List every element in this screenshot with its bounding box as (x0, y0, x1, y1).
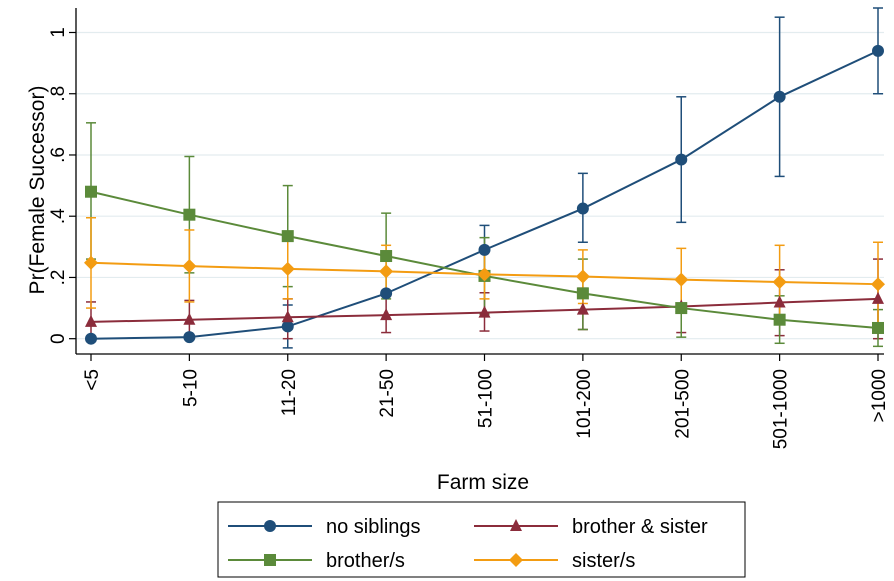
data-point (576, 287, 589, 300)
data-point (281, 230, 294, 243)
grid (76, 31, 884, 340)
x-tick-label: 501-1000 (771, 369, 792, 449)
data-point (183, 331, 196, 344)
data-point (872, 321, 884, 334)
data-point (575, 269, 590, 284)
legend-item: sister/s (474, 550, 635, 572)
data-point (872, 44, 884, 57)
data-point (183, 208, 196, 221)
data-point (478, 305, 491, 318)
x-tick-label: 101-200 (574, 369, 595, 439)
legend-marker (264, 520, 276, 532)
y-axis-label: Pr(Female Successor) (26, 86, 49, 295)
data-point (675, 302, 688, 315)
data-point (773, 313, 786, 326)
data-point (773, 90, 786, 103)
data-point (772, 275, 787, 290)
legend-item: no siblings (228, 516, 421, 538)
data-point (281, 320, 294, 333)
y-tick-label: 0 (48, 333, 69, 344)
y-tick-label: .2 (48, 270, 69, 286)
legend-label: brother & sister (572, 516, 708, 538)
legend-label: brother/s (326, 550, 405, 572)
legend-item: brother/s (228, 550, 405, 572)
y-axis: 0 .2 .4 .6 .8 1 (48, 8, 77, 354)
x-axis-label: Farm size (437, 471, 529, 494)
data-point (281, 310, 294, 323)
data-point (576, 202, 589, 215)
data-point (675, 153, 688, 166)
data-point (85, 185, 97, 198)
legend-marker (264, 554, 276, 566)
data-point (871, 277, 885, 292)
series-layer (84, 7, 885, 349)
data-point (674, 272, 689, 287)
y-tick-label: .4 (48, 208, 69, 224)
legend-label: no siblings (326, 516, 421, 538)
data-point (379, 264, 394, 279)
data-point (85, 314, 97, 327)
data-point (380, 250, 393, 263)
data-point (85, 332, 97, 345)
x-tick-label: 11-20 (279, 369, 300, 416)
x-tick-label: <5 (82, 369, 103, 391)
legend-box (217, 501, 746, 578)
x-tick-label: 201-500 (672, 369, 693, 439)
data-point (280, 261, 295, 276)
data-point (380, 287, 393, 300)
y-tick-label: .8 (48, 86, 69, 102)
data-point (84, 255, 98, 270)
legend-label: sister/s (572, 550, 635, 572)
data-point (478, 243, 491, 256)
data-point (773, 295, 786, 308)
x-axis: <5 5-10 11-20 21-50 51-100 101-200 201-500 501-… (76, 353, 890, 449)
y-tick-label: .6 (48, 147, 69, 163)
data-point (183, 312, 196, 325)
legend: no siblings brother & sister brother/s sist… (217, 501, 746, 578)
legend-marker (509, 553, 523, 567)
data-point (182, 259, 197, 274)
legend-item: brother & sister (474, 516, 708, 538)
x-tick-label: >1000 (869, 369, 890, 422)
data-point (477, 267, 492, 282)
data-point (380, 308, 393, 321)
data-point (576, 302, 589, 315)
x-tick-label: 51-100 (476, 369, 497, 428)
data-point (872, 291, 884, 304)
x-tick-label: 5-10 (180, 369, 201, 407)
y-tick-label: 1 (48, 27, 69, 38)
legend-marker (510, 519, 522, 531)
x-tick-label: 21-50 (377, 369, 398, 418)
